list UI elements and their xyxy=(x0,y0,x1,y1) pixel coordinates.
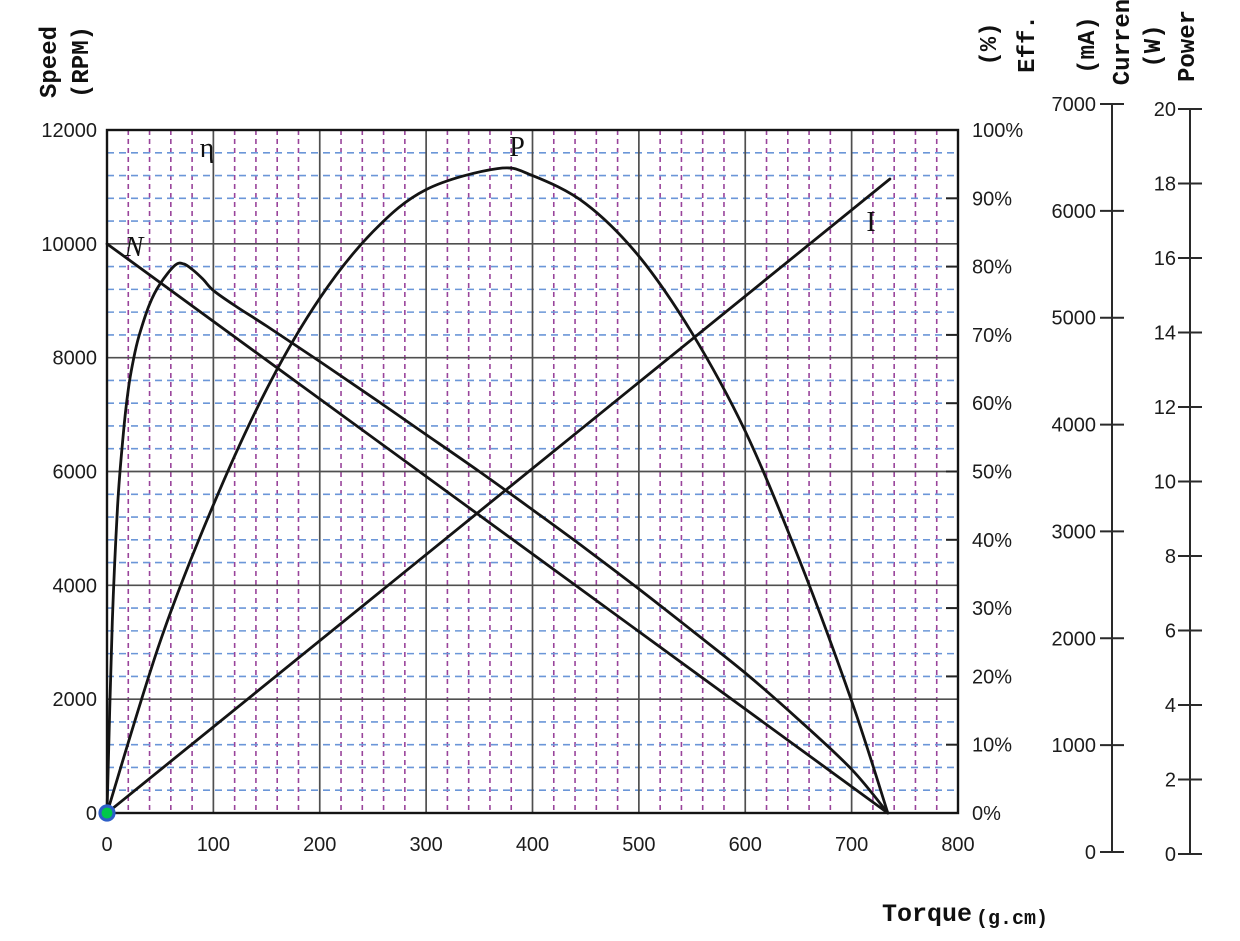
efficiency-axis-title: Eff. xyxy=(1015,15,1042,73)
speed-tick-label: 8000 xyxy=(53,348,98,370)
current-tick-label: 3000 xyxy=(1052,521,1097,543)
efficiency-tick-label: 50% xyxy=(972,462,1012,484)
current-tick-label: 6000 xyxy=(1052,201,1097,223)
efficiency-tick-label: 10% xyxy=(972,735,1012,757)
torque-tick-label: 500 xyxy=(622,834,655,856)
current-tick-label: 0 xyxy=(1085,842,1096,864)
efficiency-tick-label: 90% xyxy=(972,188,1012,210)
power-tick-label: 10 xyxy=(1154,472,1176,494)
efficiency-tick-label: 20% xyxy=(972,666,1012,688)
power-tick-label: 8 xyxy=(1165,546,1176,568)
power-tick-label: 2 xyxy=(1165,770,1176,792)
efficiency-tick-label: 100% xyxy=(972,120,1023,142)
torque-tick-label: 800 xyxy=(941,834,974,856)
current-tick-label: 7000 xyxy=(1052,94,1097,116)
power-tick-label: 6 xyxy=(1165,621,1176,643)
efficiency-axis-unit: (%) xyxy=(977,22,1004,65)
origin-marker xyxy=(98,804,116,822)
torque-tick-label: 200 xyxy=(303,834,336,856)
axes-layer xyxy=(946,103,1202,855)
power-tick-label: 20 xyxy=(1154,99,1176,121)
speed-tick-label: 10000 xyxy=(41,234,97,256)
torque-tick-label: 400 xyxy=(516,834,549,856)
power-tick-label: 4 xyxy=(1165,695,1176,717)
torque-tick-label: 0 xyxy=(101,834,112,856)
current-axis-unit: (mA) xyxy=(1075,16,1102,74)
power-axis-title: Power xyxy=(1175,10,1202,82)
curve-label-eta: η xyxy=(200,133,215,164)
torque-tick-label: 700 xyxy=(835,834,868,856)
curve-label-I: I xyxy=(866,207,875,238)
curve-label-N: N xyxy=(124,232,145,263)
efficiency-tick-label: 0% xyxy=(972,803,1001,825)
efficiency-tick-label: 70% xyxy=(972,325,1012,347)
series-layer xyxy=(105,166,892,815)
grid-layer xyxy=(105,128,960,815)
speed-axis-title: Speed xyxy=(37,26,64,98)
current-tick-label: 5000 xyxy=(1052,308,1097,330)
power-tick-label: 16 xyxy=(1154,248,1176,270)
efficiency-tick-label: 60% xyxy=(972,393,1012,415)
current-tick-label: 4000 xyxy=(1052,415,1097,437)
current-axis-title: Curren xyxy=(1110,0,1137,85)
speed-tick-label: 4000 xyxy=(53,575,98,597)
curve-efficiency-eta xyxy=(105,261,890,815)
torque-tick-label: 100 xyxy=(197,834,230,856)
curve-current-I xyxy=(105,177,892,815)
power-axis-unit: (W) xyxy=(1141,24,1168,67)
power-tick-label: 14 xyxy=(1154,323,1176,345)
torque-tick-label: 600 xyxy=(729,834,762,856)
speed-axis-unit: (RPM) xyxy=(69,26,96,98)
curve-label-P: P xyxy=(509,132,525,163)
torque-axis-unit: (g.cm) xyxy=(976,908,1048,931)
speed-tick-label: 6000 xyxy=(53,462,98,484)
speed-tick-label: 12000 xyxy=(41,120,97,142)
power-tick-label: 0 xyxy=(1165,844,1176,866)
curve-power-P xyxy=(105,166,890,815)
speed-tick-label: 0 xyxy=(86,803,97,825)
speed-tick-label: 2000 xyxy=(53,689,98,711)
power-tick-label: 12 xyxy=(1154,397,1176,419)
current-tick-label: 1000 xyxy=(1052,735,1097,757)
curve-speed-N xyxy=(105,242,890,815)
efficiency-tick-label: 30% xyxy=(972,598,1012,620)
efficiency-tick-label: 80% xyxy=(972,257,1012,279)
current-tick-label: 2000 xyxy=(1052,628,1097,650)
torque-tick-label: 300 xyxy=(409,834,442,856)
power-tick-label: 18 xyxy=(1154,174,1176,196)
efficiency-tick-label: 40% xyxy=(972,530,1012,552)
torque-axis-title: Torque xyxy=(882,900,972,929)
